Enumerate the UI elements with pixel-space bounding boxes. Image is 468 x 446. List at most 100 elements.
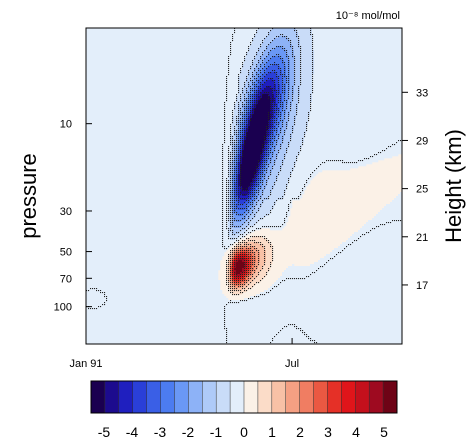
contour-cell — [108, 46, 110, 48]
contour-cell — [166, 30, 168, 32]
contour-cell — [266, 40, 268, 42]
contour-cell — [106, 52, 108, 54]
contour-cell — [334, 76, 336, 78]
contour-cell — [352, 30, 354, 32]
contour-cell — [260, 30, 262, 32]
contour-cell — [338, 86, 340, 88]
contour-cell — [368, 44, 370, 46]
contour-cell — [392, 50, 394, 52]
contour-cell — [212, 42, 214, 44]
contour-cell — [218, 82, 220, 84]
contour-cell — [146, 88, 148, 90]
contour-cell — [264, 46, 266, 48]
contour-cell — [218, 44, 220, 46]
contour-cell — [234, 48, 236, 50]
contour-cell — [326, 50, 328, 52]
contour-cell — [262, 32, 264, 34]
contour-cell — [390, 70, 392, 72]
contour-cell — [132, 84, 134, 86]
contour-cell — [234, 90, 236, 92]
contour-cell — [384, 52, 386, 54]
contour-cell — [394, 40, 396, 42]
contour-cell — [216, 48, 218, 50]
contour-cell — [302, 88, 304, 90]
contour-cell — [216, 80, 218, 82]
contour-cell — [348, 82, 350, 84]
contour-cell — [340, 64, 342, 66]
contour-cell — [346, 32, 348, 34]
contour-cell — [208, 52, 210, 54]
contour-cell — [196, 82, 198, 84]
contour-cell — [136, 60, 138, 62]
contour-cell — [116, 82, 118, 84]
contour-cell — [318, 74, 320, 76]
contour-cell — [354, 58, 356, 60]
contour-cell — [360, 30, 362, 32]
contour-cell — [214, 56, 216, 58]
contour-cell — [174, 36, 176, 38]
contour-cell — [260, 80, 262, 82]
contour-cell — [182, 30, 184, 32]
contour-cell — [376, 48, 378, 50]
contour-cell — [156, 90, 158, 92]
contour-cell — [368, 62, 370, 64]
contour-cell — [396, 82, 398, 84]
contour-cell — [322, 68, 324, 70]
contour-cell — [326, 70, 328, 72]
contour-cell — [396, 56, 398, 58]
contour-cell — [384, 46, 386, 48]
contour-cell — [118, 56, 120, 58]
contour-cell — [150, 50, 152, 52]
contour-cell — [384, 70, 386, 72]
contour-cell — [120, 68, 122, 70]
contour-cell — [380, 74, 382, 76]
contour-cell — [320, 66, 322, 68]
contour-cell — [92, 64, 94, 66]
contour-cell — [370, 72, 372, 74]
contour-cell — [186, 48, 188, 50]
contour-cell — [296, 88, 298, 90]
contour-cell — [320, 80, 322, 82]
contour-cell — [142, 50, 144, 52]
contour-cell — [296, 84, 298, 86]
contour-cell — [390, 84, 392, 86]
contour-cell — [330, 32, 332, 34]
contour-cell — [322, 64, 324, 66]
contour-cell — [298, 74, 300, 76]
contour-cell — [360, 46, 362, 48]
contour-cell — [294, 48, 296, 50]
contour-cell — [302, 34, 304, 36]
contour-cell — [98, 52, 100, 54]
contour-cell — [112, 42, 114, 44]
contour-cell — [372, 56, 374, 58]
contour-cell — [114, 40, 116, 42]
contour-cell — [92, 50, 94, 52]
contour-cell — [318, 52, 320, 54]
contour-cell — [216, 36, 218, 38]
contour-cell — [204, 70, 206, 72]
contour-cell — [246, 66, 248, 68]
contour-cell — [268, 70, 270, 72]
contour-cell — [276, 40, 278, 42]
contour-cell — [280, 60, 282, 62]
contour-cell — [246, 40, 248, 42]
contour-cell — [134, 46, 136, 48]
contour-cell — [168, 86, 170, 88]
contour-cell — [222, 36, 224, 38]
contour-cell — [252, 50, 254, 52]
contour-cell — [94, 36, 96, 38]
contour-cell — [88, 50, 90, 52]
contour-cell — [144, 48, 146, 50]
contour-cell — [88, 30, 90, 32]
contour-cell — [266, 52, 268, 54]
contour-cell — [370, 86, 372, 88]
contour-cell — [340, 44, 342, 46]
contour-cell — [114, 74, 116, 76]
contour-cell — [302, 56, 304, 58]
contour-cell — [326, 34, 328, 36]
contour-cell — [162, 80, 164, 82]
contour-cell — [326, 44, 328, 46]
contour-cell — [272, 58, 274, 60]
contour-cell — [160, 30, 162, 32]
contour-cell — [120, 90, 122, 92]
